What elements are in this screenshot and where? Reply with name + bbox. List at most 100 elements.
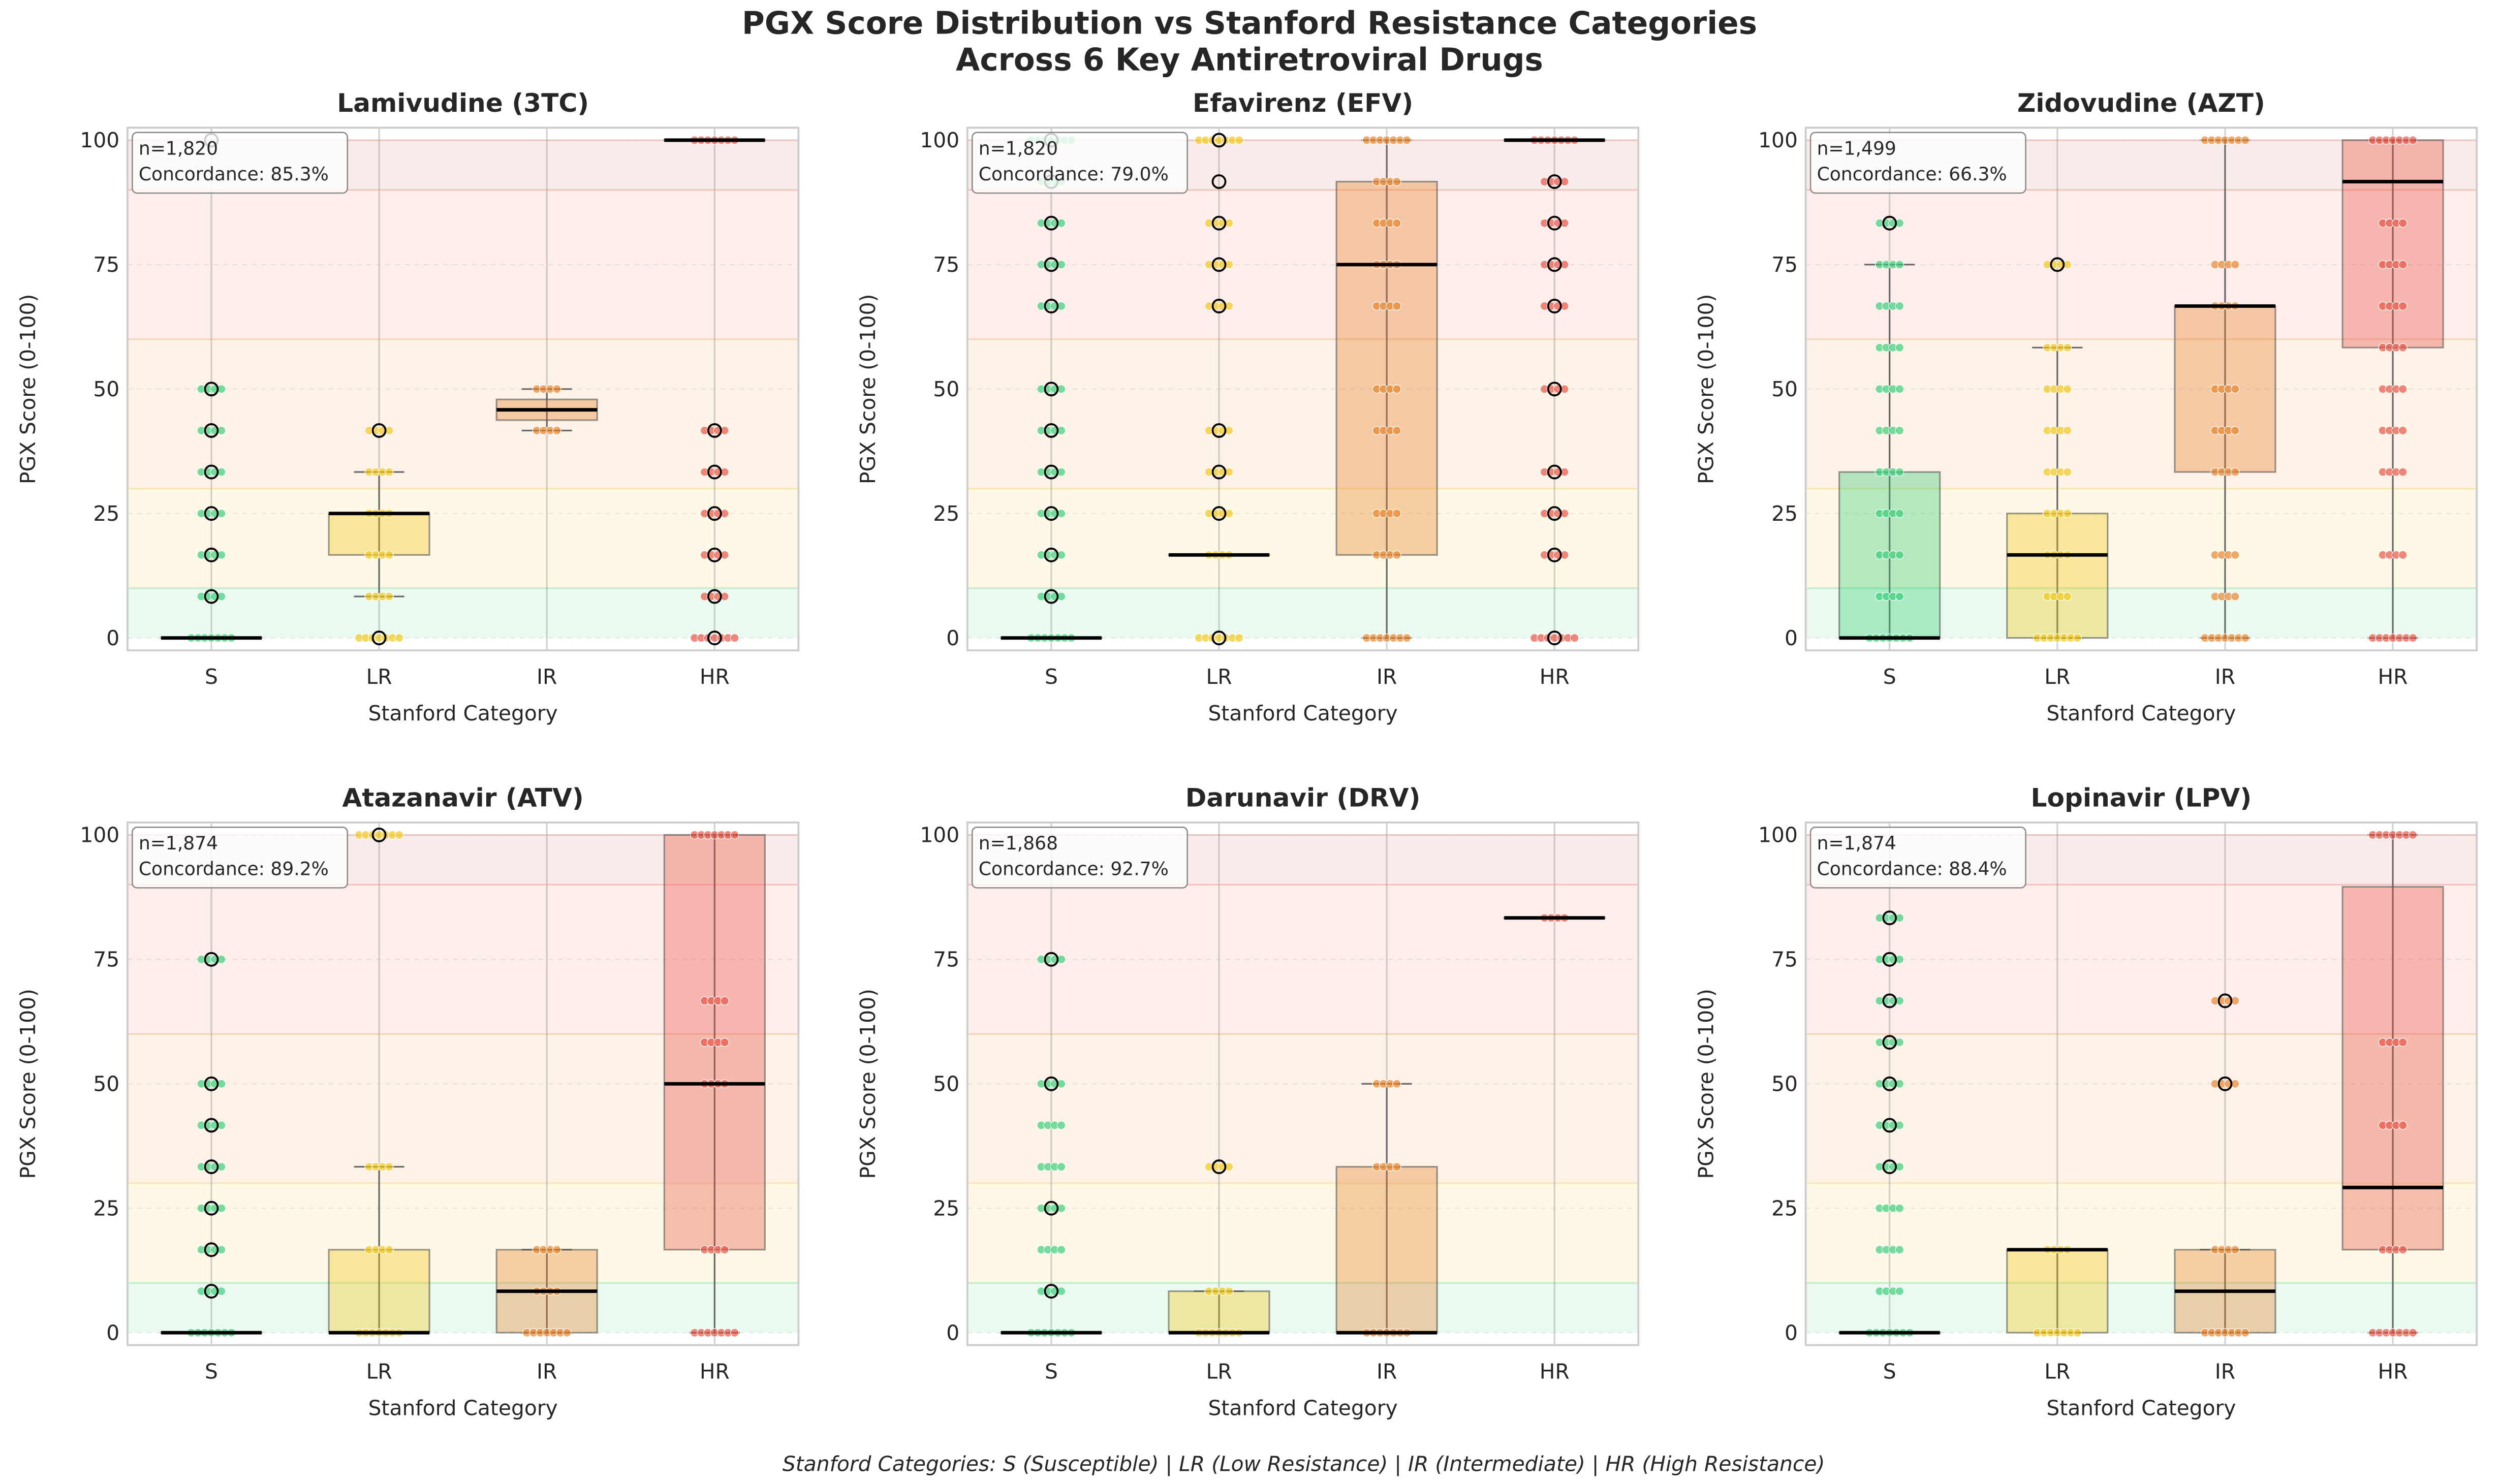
data-point (2398, 467, 2408, 477)
x-axis-label: Stanford Category (368, 701, 558, 725)
data-point (2408, 830, 2418, 840)
box-LR (2006, 1245, 2109, 1337)
outlier-marker (204, 1118, 219, 1133)
y-tick-label: 25 (93, 501, 119, 526)
box-iqr (1335, 1166, 1438, 1334)
subplot-2: 0 25 50 75 100 S LR IR HR n=1,820 Concordance: 79.… (856, 88, 1640, 725)
axes-frame (966, 127, 1640, 652)
x-tick-label: LR (1206, 665, 1232, 689)
outlier-marker (1882, 1035, 1897, 1050)
data-point (1895, 384, 1904, 394)
x-tick-label: HR (2378, 1360, 2408, 1384)
subplot-6: 0 25 50 75 100 S LR IR HR n=1,874 Concordance: 88.… (1694, 783, 2478, 1420)
y-tick-label: 0 (1785, 626, 1798, 650)
x-tick-label: S (205, 1360, 218, 1384)
outlier-marker (707, 589, 722, 604)
y-tick-label: 25 (1771, 501, 1798, 526)
data-point (1056, 1162, 1066, 1172)
data-point (1570, 633, 1579, 643)
axes-frame (966, 822, 1640, 1346)
y-tick-label: 50 (1771, 377, 1798, 401)
outlier-marker (1882, 952, 1897, 967)
data-point (1392, 384, 1401, 394)
x-tick-label: S (1045, 665, 1058, 689)
outlier-marker (1044, 1284, 1059, 1299)
x-tick-label: HR (1540, 665, 1570, 689)
y-tick-label: 100 (920, 823, 959, 847)
band-1 (967, 488, 1639, 588)
subplot-title: Efavirenz (EFV) (1193, 88, 1413, 118)
axes-frame (127, 127, 800, 652)
outlier-marker (1044, 423, 1059, 438)
outlier-marker (204, 952, 219, 967)
data-point (1234, 136, 1244, 145)
box-LR (1168, 1159, 1270, 1337)
data-point (2063, 467, 2072, 477)
y-axis-label: PGX Score (0-100) (1694, 989, 1719, 1179)
outlier-marker (707, 464, 722, 480)
y-tick-label: 0 (946, 626, 959, 650)
y-tick-label: 50 (933, 377, 959, 401)
outlier-marker (1211, 215, 1227, 231)
stats-annotation-box (971, 132, 1188, 194)
y-tick-label: 75 (933, 252, 959, 277)
box-iqr (2341, 886, 2444, 1251)
band-2 (1805, 1034, 2477, 1184)
outlier-marker (1882, 1118, 1897, 1133)
data-point (730, 633, 739, 643)
band-2 (127, 1034, 799, 1184)
data-point (2398, 1245, 2408, 1254)
data-point (2398, 1037, 2408, 1047)
outlier-marker (2217, 993, 2233, 1008)
data-point (2063, 509, 2072, 518)
y-tick-label: 100 (80, 823, 119, 847)
data-point (1895, 1204, 1904, 1213)
data-point (1895, 1245, 1904, 1254)
data-point (2398, 343, 2408, 352)
band-1 (967, 1183, 1639, 1283)
outlier-marker (1211, 464, 1227, 480)
y-tick-label: 75 (1771, 252, 1798, 277)
data-point (2398, 218, 2408, 228)
data-point (2398, 426, 2408, 435)
outlier-marker (707, 547, 722, 562)
y-axis-label: PGX Score (0-100) (16, 989, 40, 1179)
box-IR (2174, 136, 2276, 643)
data-point (1392, 1079, 1401, 1089)
x-tick-label: LR (2044, 1360, 2070, 1384)
outlier-marker (204, 1242, 219, 1257)
data-point (2230, 384, 2240, 394)
box-iqr (2006, 1249, 2109, 1334)
subplot-4: 0 25 50 75 100 S LR IR HR n=1,874 Concordance: 89.… (16, 783, 800, 1420)
y-tick-label: 50 (933, 1071, 959, 1096)
outlier-marker (1211, 174, 1227, 189)
outlier-marker (1044, 506, 1059, 521)
data-point (2063, 343, 2072, 352)
box-HR (1503, 136, 1606, 646)
data-point (1392, 550, 1401, 560)
data-point (1224, 1286, 1234, 1296)
n-label: n=1,874 (139, 833, 218, 854)
data-point (1895, 467, 1904, 477)
box-iqr (2006, 513, 2109, 639)
footnote: Stanford Categories: S (Susceptible) | L… (783, 1451, 1825, 1476)
data-point (2240, 633, 2250, 643)
box-S (1838, 215, 1941, 643)
y-tick-label: 0 (946, 1320, 959, 1345)
box-IR (1335, 136, 1438, 643)
x-axis-label: Stanford Category (2046, 701, 2236, 725)
data-point (1392, 509, 1401, 518)
data-point (730, 1328, 739, 1337)
suptitle-line-1: PGX Score Distribution vs Stanford Resis… (742, 5, 1757, 41)
data-point (394, 830, 404, 840)
x-tick-label: LR (366, 665, 392, 689)
x-axis-label: Stanford Category (368, 1396, 558, 1420)
concordance-label: Concordance: 92.7% (979, 858, 1169, 879)
y-tick-label: 25 (93, 1196, 119, 1220)
data-point (385, 467, 394, 477)
outlier-marker (1547, 630, 1562, 646)
data-point (552, 426, 561, 435)
subplot-title: Atazanavir (ATV) (342, 783, 584, 813)
data-point (1895, 509, 1904, 518)
outlier-marker (1547, 299, 1562, 313)
